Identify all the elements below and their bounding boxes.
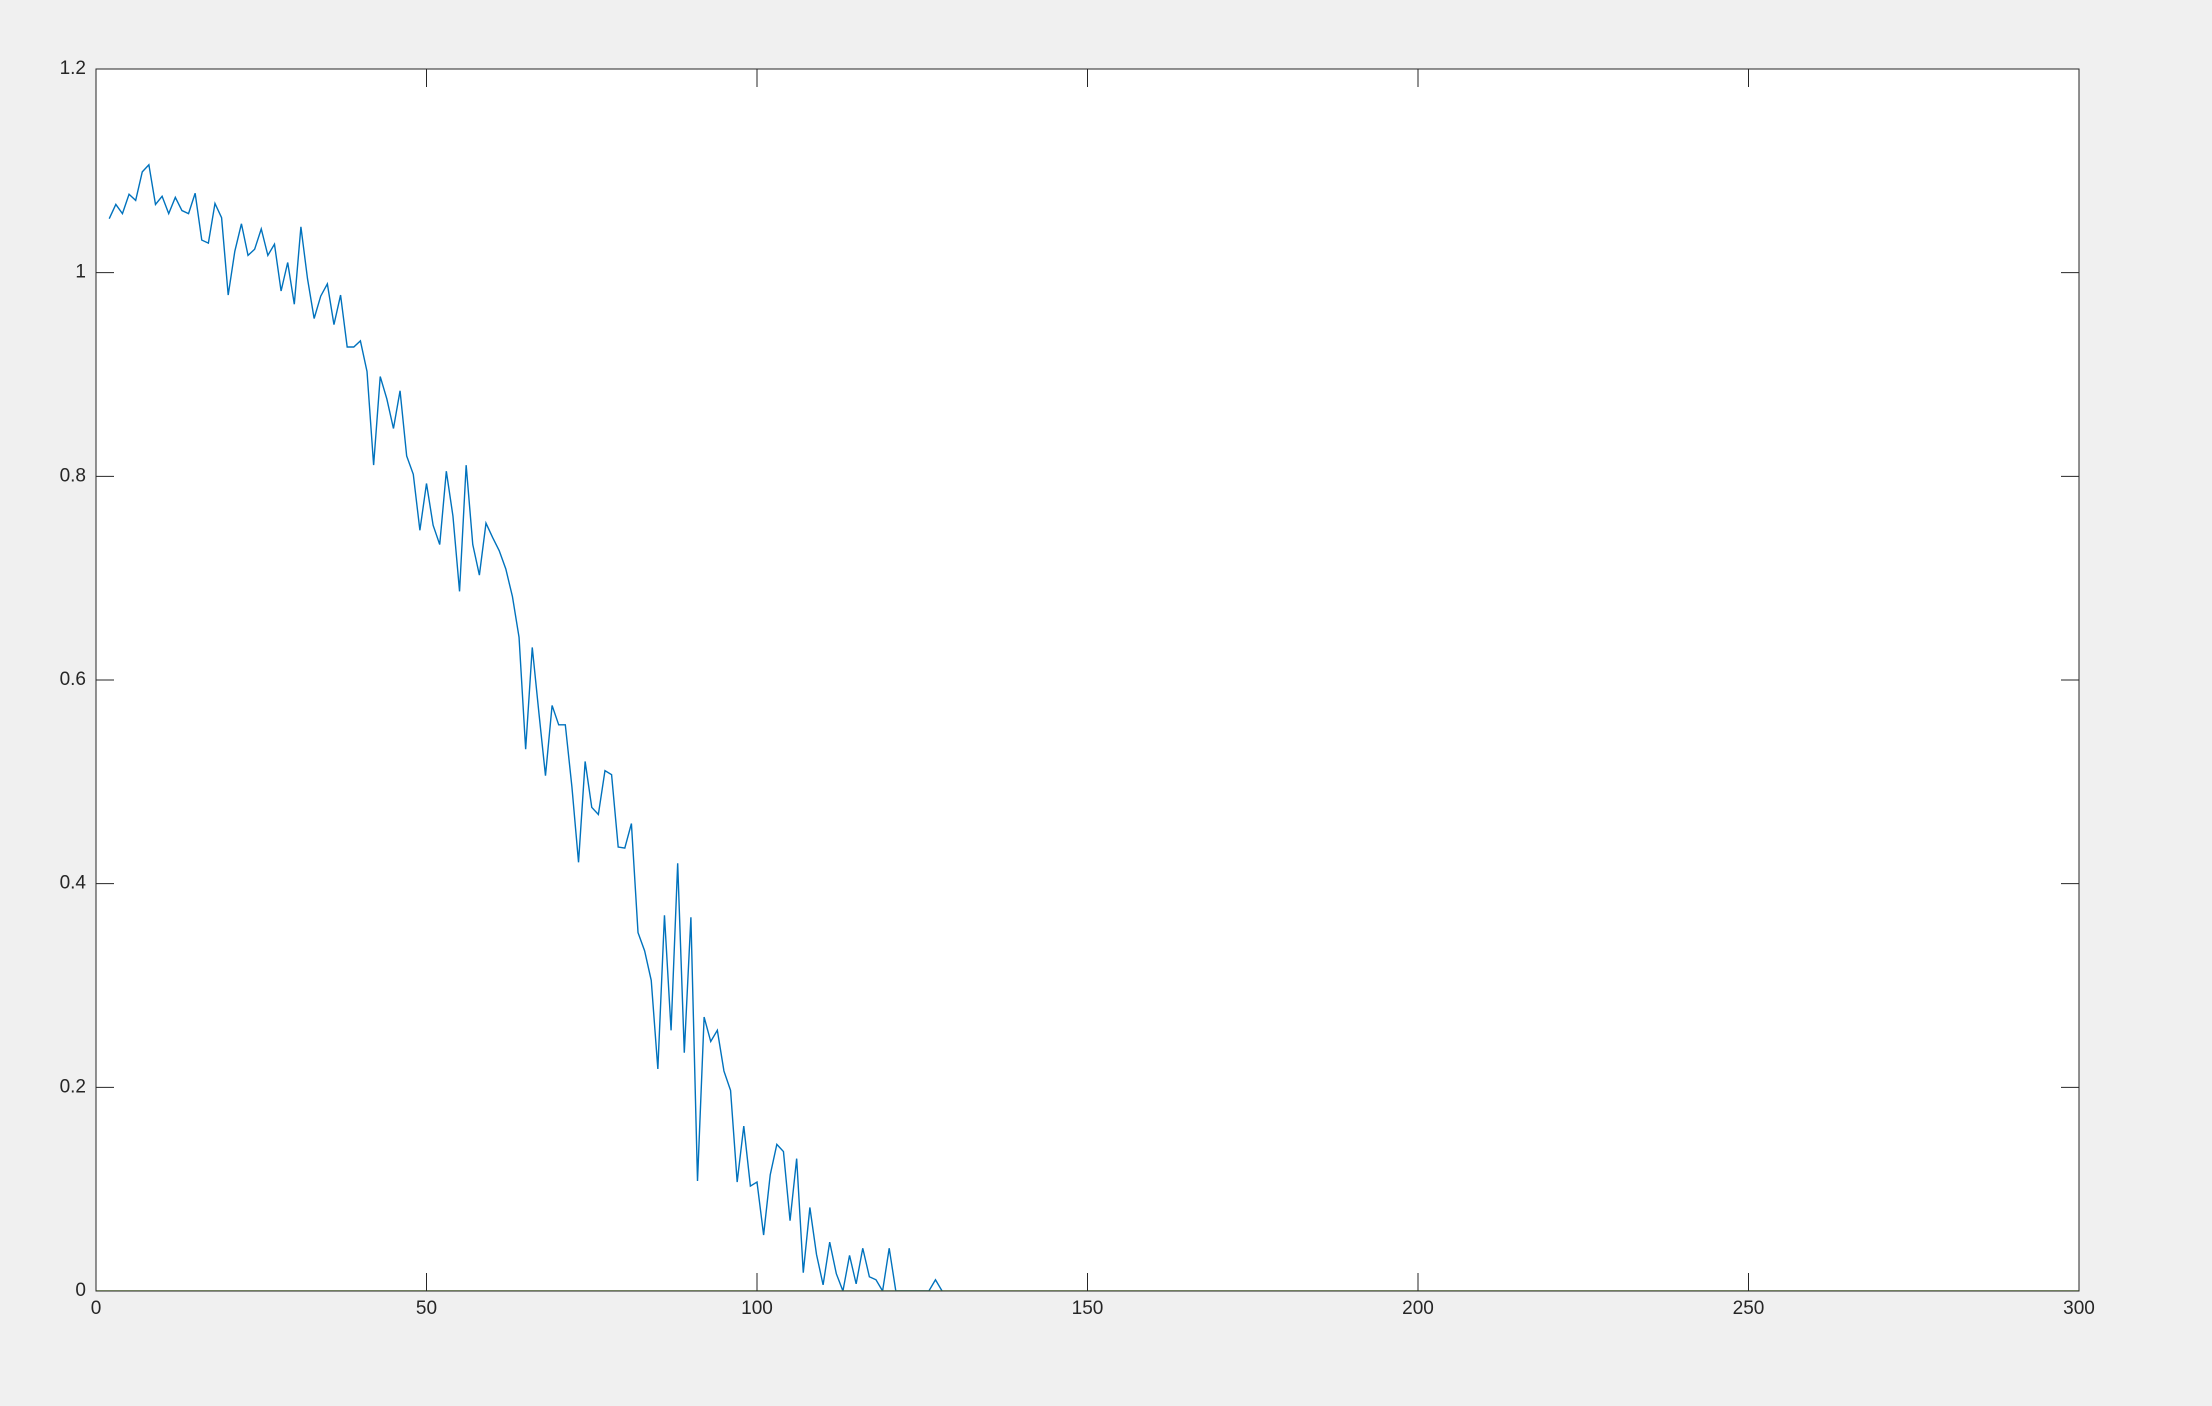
x-tick-label: 150 [1072,1298,1104,1319]
y-tick-label: 0 [75,1280,86,1301]
y-tick-label: 0.6 [60,669,86,690]
y-tick-label: 0.8 [60,465,86,486]
x-tick-label: 200 [1402,1298,1434,1319]
x-tick-label: 250 [1733,1298,1765,1319]
y-tick-label: 0.4 [60,873,87,894]
data-line [108,163,943,1291]
x-tick-label: 0 [91,1298,102,1319]
x-tick-label: 300 [2063,1298,2095,1319]
y-tick-label: 0.2 [60,1076,86,1097]
plot-area [96,69,2079,1291]
y-tick-label: 1 [75,262,86,283]
y-tick-label: 1.2 [60,58,86,79]
plot-lines [96,163,2079,1291]
x-tick-label: 50 [416,1298,437,1319]
x-tick-label: 100 [741,1298,773,1319]
